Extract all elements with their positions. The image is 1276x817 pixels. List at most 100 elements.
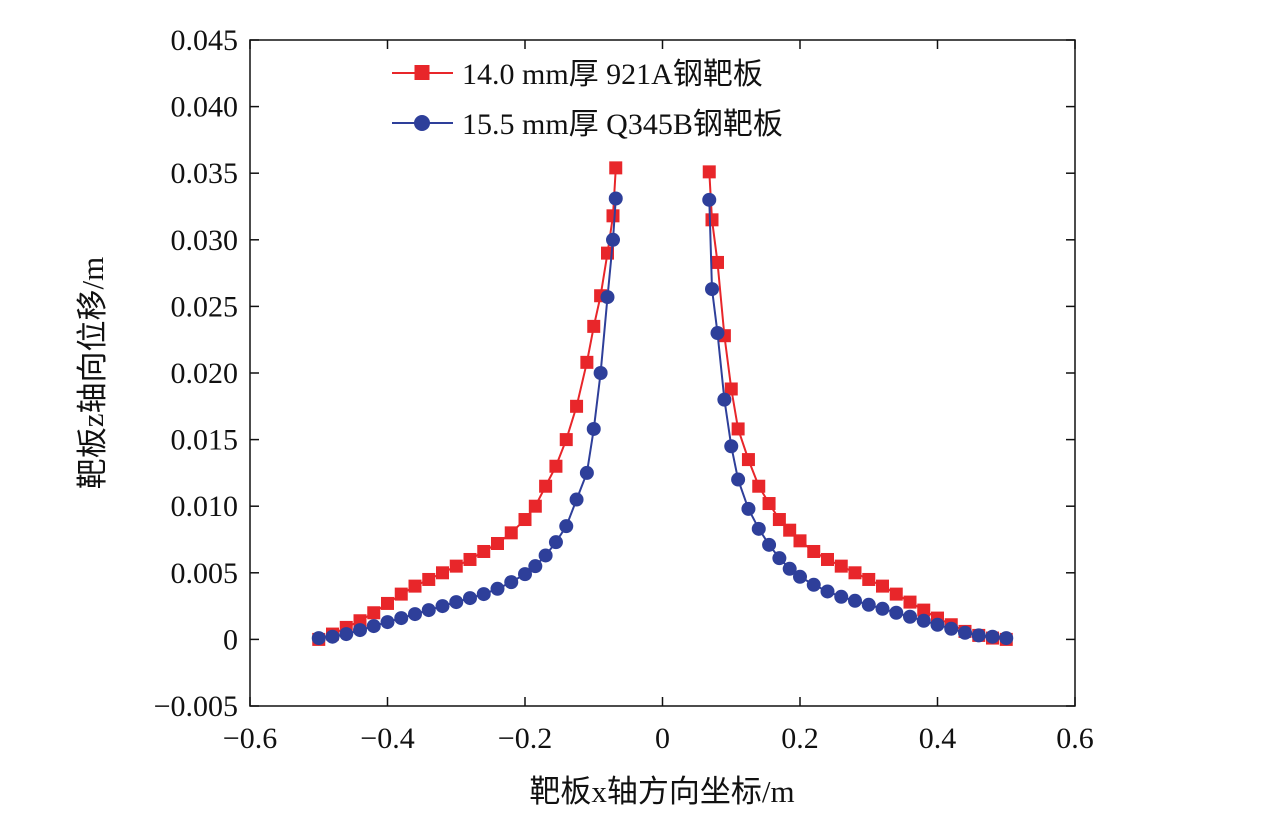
- data-point: [408, 607, 422, 622]
- y-tick-label: 0.020: [171, 357, 239, 390]
- data-point: [463, 552, 477, 566]
- data-point: [702, 165, 716, 179]
- data-point: [731, 422, 745, 436]
- plot-series: [311, 161, 1014, 646]
- data-point: [711, 255, 724, 269]
- data-point: [971, 628, 986, 643]
- data-point: [848, 593, 862, 608]
- data-point: [772, 513, 786, 527]
- data-point: [490, 581, 505, 596]
- data-point: [821, 552, 834, 566]
- data-point: [587, 319, 601, 333]
- data-point: [518, 567, 532, 582]
- data-point: [834, 589, 849, 604]
- data-point: [834, 559, 848, 573]
- data-point: [772, 551, 787, 566]
- data-point: [435, 599, 450, 614]
- data-point: [807, 544, 821, 558]
- data-point: [944, 621, 959, 636]
- data-point: [731, 472, 746, 487]
- data-point: [903, 595, 917, 609]
- data-point: [916, 613, 931, 628]
- y-tick-label: 0.040: [171, 91, 239, 124]
- x-tick-label: 0.4: [919, 722, 957, 755]
- data-point: [889, 587, 903, 601]
- y-tick-label: 0.005: [171, 557, 239, 590]
- data-point: [724, 382, 738, 396]
- data-point: [325, 629, 340, 644]
- data-point: [311, 631, 326, 646]
- data-point: [705, 282, 719, 297]
- data-point: [705, 213, 719, 227]
- data-point: [606, 209, 620, 223]
- legend: 14.0 mm厚 921A钢靶板 15.5 mm厚 Q345B钢靶板: [392, 58, 783, 141]
- data-point: [339, 627, 354, 642]
- x-tick-label: −0.4: [360, 722, 414, 755]
- data-point: [782, 561, 797, 576]
- data-point: [741, 453, 755, 467]
- data-point: [539, 479, 553, 493]
- data-point: [606, 232, 620, 247]
- data-point: [717, 392, 732, 407]
- y-tick-label: 0.035: [171, 157, 239, 190]
- x-axis: −0.6 −0.4 −0.2 0 0.2 0.4 0.6: [223, 40, 1094, 755]
- data-point: [762, 497, 776, 511]
- data-point: [724, 439, 739, 454]
- data-point: [903, 609, 917, 624]
- data-point: [793, 534, 807, 548]
- data-point: [559, 519, 574, 534]
- data-point: [528, 499, 542, 513]
- data-point: [367, 606, 381, 620]
- data-point: [999, 631, 1014, 646]
- y-tick-label: 0.025: [171, 290, 239, 323]
- data-point: [463, 591, 477, 606]
- data-point: [861, 597, 876, 612]
- x-tick-label: 0.6: [1056, 722, 1094, 755]
- data-point: [449, 595, 464, 610]
- data-point: [751, 521, 766, 536]
- x-tick-label: 0.2: [781, 722, 819, 755]
- data-point: [477, 544, 491, 558]
- legend-label-series-2: 15.5 mm厚 Q345B钢靶板: [462, 108, 783, 141]
- legend-marker-series-1: [414, 65, 430, 80]
- y-axis-title: 靶板z轴向位移/m: [75, 257, 110, 489]
- data-point: [586, 421, 601, 436]
- y-tick-label: 0.015: [171, 424, 239, 457]
- x-tick-label: 0: [655, 722, 670, 755]
- data-point: [579, 465, 594, 480]
- data-point: [875, 601, 890, 616]
- series-2: [311, 191, 1014, 646]
- data-point: [538, 548, 553, 563]
- y-tick-label: 0: [223, 623, 238, 656]
- series-line: [318, 198, 617, 640]
- data-point: [436, 566, 449, 580]
- data-point: [380, 615, 395, 630]
- data-point: [528, 559, 543, 574]
- data-point: [930, 617, 945, 632]
- data-point: [580, 355, 594, 369]
- y-tick-label: 0.045: [171, 24, 239, 57]
- data-point: [570, 399, 584, 413]
- data-point: [793, 569, 807, 584]
- data-point: [741, 501, 756, 516]
- y-axis: −0.005 0 0.005 0.010 0.015 0.020 0.025 0.030 0.0…: [154, 24, 1075, 723]
- data-point: [862, 572, 876, 586]
- legend-marker-series-2: [414, 115, 430, 131]
- y-tick-label: 0.030: [171, 224, 239, 257]
- data-point: [783, 523, 797, 537]
- data-point: [394, 611, 409, 626]
- data-point: [806, 577, 821, 592]
- x-tick-label: −0.2: [498, 722, 552, 755]
- data-point: [421, 603, 436, 618]
- data-point: [985, 629, 1000, 644]
- data-point: [609, 161, 623, 175]
- data-point: [559, 433, 573, 447]
- data-point: [762, 537, 777, 552]
- data-point: [491, 536, 504, 550]
- data-point: [394, 587, 408, 601]
- data-point: [569, 492, 584, 507]
- data-point: [958, 625, 972, 640]
- data-point: [518, 513, 532, 527]
- series-1: [312, 161, 1013, 646]
